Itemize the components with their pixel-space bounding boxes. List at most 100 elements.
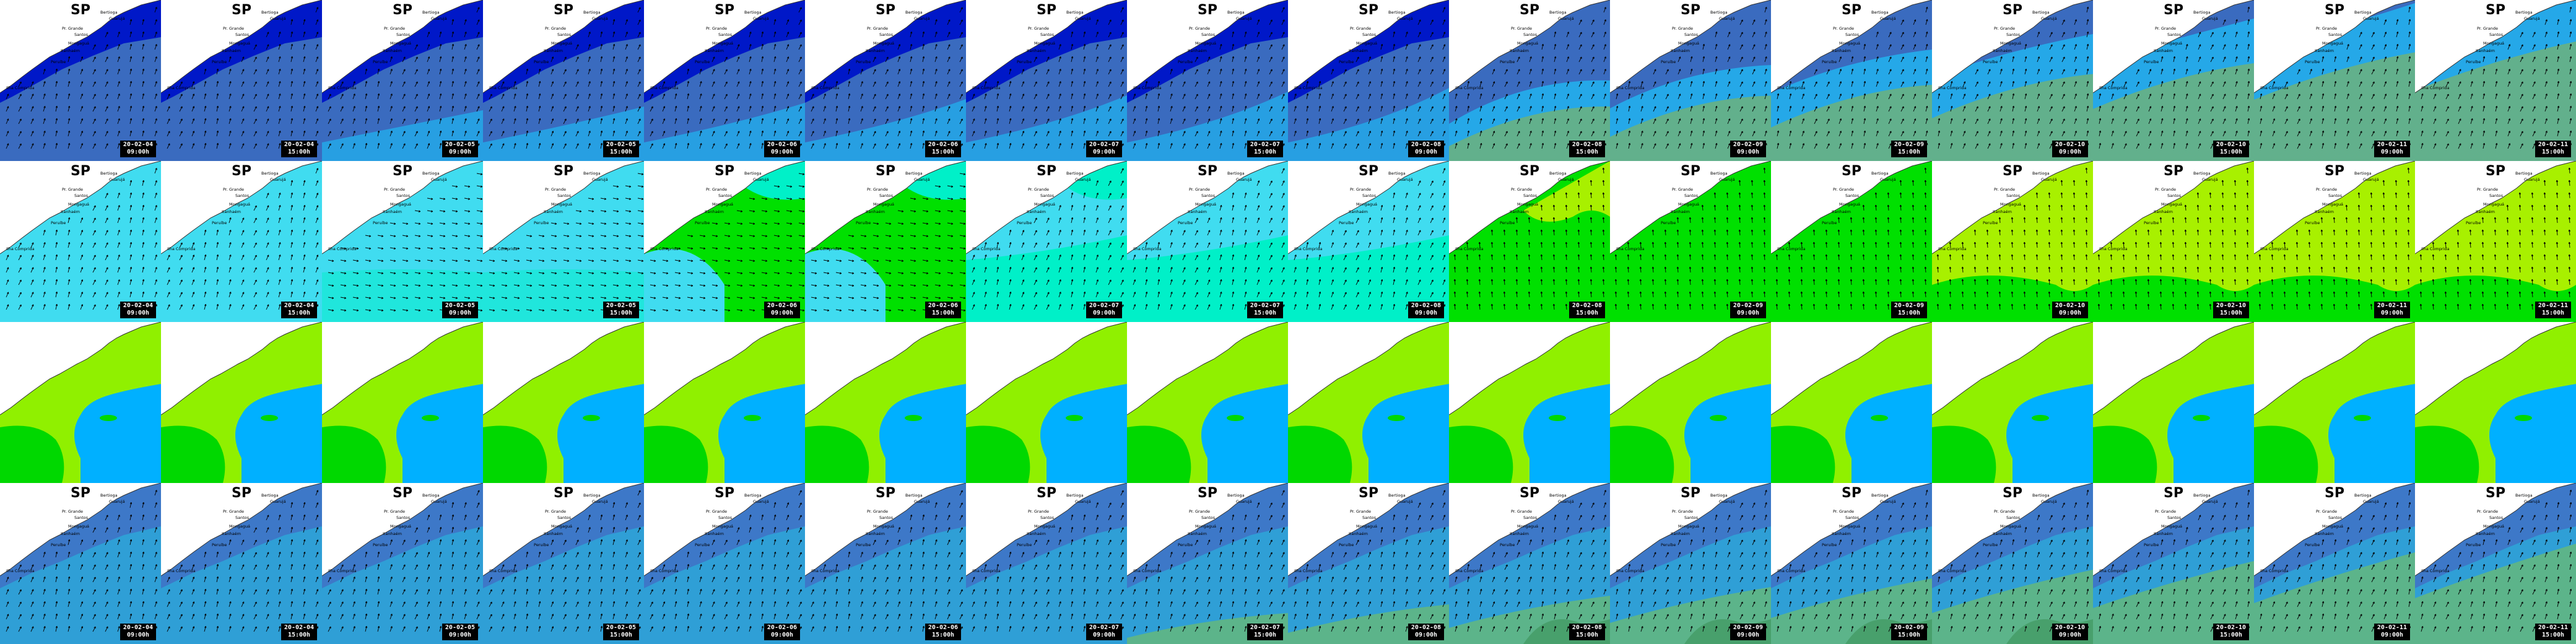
timestamp-time: 15:00h: [1575, 310, 1599, 316]
svg-text:Itanhaém: Itanhaém: [383, 48, 402, 53]
map-panel-r4-c15: Bertioga Guarujá Pr. Grande Santos Mongaguá I…: [2254, 483, 2415, 644]
region-label: SP: [71, 485, 90, 501]
map-panel-r2-c10: Bertioga Guarujá Pr. Grande Santos Mongaguá I…: [1449, 161, 1610, 322]
timestamp-date: 20-02-10: [2055, 302, 2086, 309]
timestamp-time: 15:00h: [2219, 149, 2243, 155]
timestamp-badge: 20-02-06 15:00h: [925, 624, 961, 640]
map-panel-r3-c16: [2415, 322, 2576, 483]
svg-text:Itanhaém: Itanhaém: [544, 48, 563, 53]
timestamp-date: 20-02-08: [1572, 624, 1603, 631]
svg-text:Mongaguá: Mongaguá: [1034, 41, 1055, 46]
timestamp-badge: 20-02-10 09:00h: [2052, 302, 2088, 318]
svg-text:Ilha Comprida: Ilha Comprida: [1455, 85, 1483, 90]
forecast-field-map: [0, 322, 161, 483]
map-panel-r3-c3: [322, 322, 483, 483]
timestamp-time: 09:00h: [770, 310, 794, 316]
forecast-field-map: [1288, 322, 1449, 483]
timestamp-badge: 20-02-04 15:00h: [281, 624, 317, 640]
svg-text:Mongaguá: Mongaguá: [229, 41, 250, 46]
map-panel-r2-c14: Bertioga Guarujá Pr. Grande Santos Mongaguá I…: [2093, 161, 2254, 322]
timestamp-badge: 20-02-04 15:00h: [281, 302, 317, 318]
svg-text:Ilha Comprida: Ilha Comprida: [489, 85, 517, 90]
region-label: SP: [71, 163, 90, 179]
timestamp-badge: 20-02-08 15:00h: [1569, 141, 1605, 157]
svg-text:Bertioga: Bertioga: [905, 10, 923, 15]
region-label: SP: [715, 2, 734, 18]
timestamp-time: 09:00h: [1736, 632, 1760, 638]
svg-text:Bertioga: Bertioga: [100, 10, 118, 15]
forecast-field-map: [966, 322, 1127, 483]
map-panel-r2-c5: Bertioga Guarujá Pr. Grande Santos Mongaguá I…: [644, 161, 805, 322]
svg-text:Bertioga: Bertioga: [1388, 10, 1406, 15]
forecast-field-map: [161, 322, 322, 483]
svg-text:Peruíbe: Peruíbe: [695, 59, 710, 64]
timestamp-badge: 20-02-08 15:00h: [1569, 302, 1605, 318]
svg-text:Santos: Santos: [557, 32, 572, 37]
svg-text:Mongaguá: Mongaguá: [390, 41, 411, 46]
timestamp-date: 20-02-07: [1089, 302, 1120, 309]
timestamp-date: 20-02-05: [606, 624, 637, 631]
forecast-field-map: [2415, 322, 2576, 483]
timestamp-time: 15:00h: [1575, 632, 1599, 638]
timestamp-date: 20-02-09: [1733, 302, 1764, 309]
timestamp-time: 15:00h: [609, 310, 633, 316]
svg-text:Mongaguá: Mongaguá: [1678, 41, 1699, 46]
map-panel-r1-c14: Bertioga Guarujá Pr. Grande Santos Mongaguá I…: [2093, 0, 2254, 161]
svg-text:Santos: Santos: [718, 32, 733, 37]
svg-text:Guarujá: Guarujá: [753, 16, 769, 21]
map-panel-r2-c8: Bertioga Guarujá Pr. Grande Santos Mongaguá I…: [1127, 161, 1288, 322]
svg-text:Santos: Santos: [1523, 32, 1538, 37]
timestamp-badge: 20-02-08 15:00h: [1569, 624, 1605, 640]
svg-text:Peruíbe: Peruíbe: [212, 59, 227, 64]
timestamp-date: 20-02-06: [767, 141, 798, 148]
svg-text:Ilha Comprida: Ilha Comprida: [1133, 85, 1161, 90]
map-panel-r2-c16: Bertioga Guarujá Pr. Grande Santos Mongaguá I…: [2415, 161, 2576, 322]
timestamp-time: 15:00h: [2541, 632, 2565, 638]
timestamp-badge: 20-02-06 15:00h: [925, 302, 961, 318]
map-panel-r4-c6: Bertioga Guarujá Pr. Grande Santos Mongaguá I…: [805, 483, 966, 644]
svg-text:Itanhaém: Itanhaém: [1027, 48, 1046, 53]
svg-text:Bertioga: Bertioga: [1710, 10, 1728, 15]
map-panel-r3-c10: [1449, 322, 1610, 483]
region-label: SP: [2003, 163, 2022, 179]
map-panel-r2-c4: Bertioga Guarujá Pr. Grande Santos Mongaguá I…: [483, 161, 644, 322]
timestamp-date: 20-02-05: [606, 302, 637, 309]
svg-text:Itanhaém: Itanhaém: [866, 48, 885, 53]
timestamp-badge: 20-02-09 09:00h: [1730, 141, 1766, 157]
timestamp-date: 20-02-06: [928, 302, 959, 309]
map-panel-r4-c5: Bertioga Guarujá Pr. Grande Santos Mongaguá I…: [644, 483, 805, 644]
svg-text:Ilha Comprida: Ilha Comprida: [6, 85, 34, 90]
timestamp-date: 20-02-06: [767, 302, 798, 309]
svg-text:Santos: Santos: [1845, 32, 1860, 37]
map-panel-r3-c14: [2093, 322, 2254, 483]
timestamp-badge: 20-02-10 15:00h: [2213, 141, 2249, 157]
svg-text:Peruíbe: Peruíbe: [1822, 59, 1837, 64]
region-label: SP: [2486, 2, 2505, 18]
timestamp-time: 09:00h: [126, 310, 150, 316]
svg-text:Itanhaém: Itanhaém: [1993, 48, 2012, 53]
timestamp-date: 20-02-09: [1733, 141, 1764, 148]
timestamp-time: 09:00h: [1414, 310, 1438, 316]
region-label: SP: [1359, 2, 1378, 18]
region-label: SP: [393, 163, 412, 179]
timestamp-time: 09:00h: [2058, 632, 2082, 638]
svg-text:Pr. Grande: Pr. Grande: [706, 26, 727, 31]
timestamp-date: 20-02-04: [123, 141, 154, 148]
svg-text:Pr. Grande: Pr. Grande: [1350, 26, 1371, 31]
map-panel-r3-c15: [2254, 322, 2415, 483]
svg-text:Bertioga: Bertioga: [1066, 10, 1084, 15]
timestamp-date: 20-02-09: [1894, 141, 1925, 148]
